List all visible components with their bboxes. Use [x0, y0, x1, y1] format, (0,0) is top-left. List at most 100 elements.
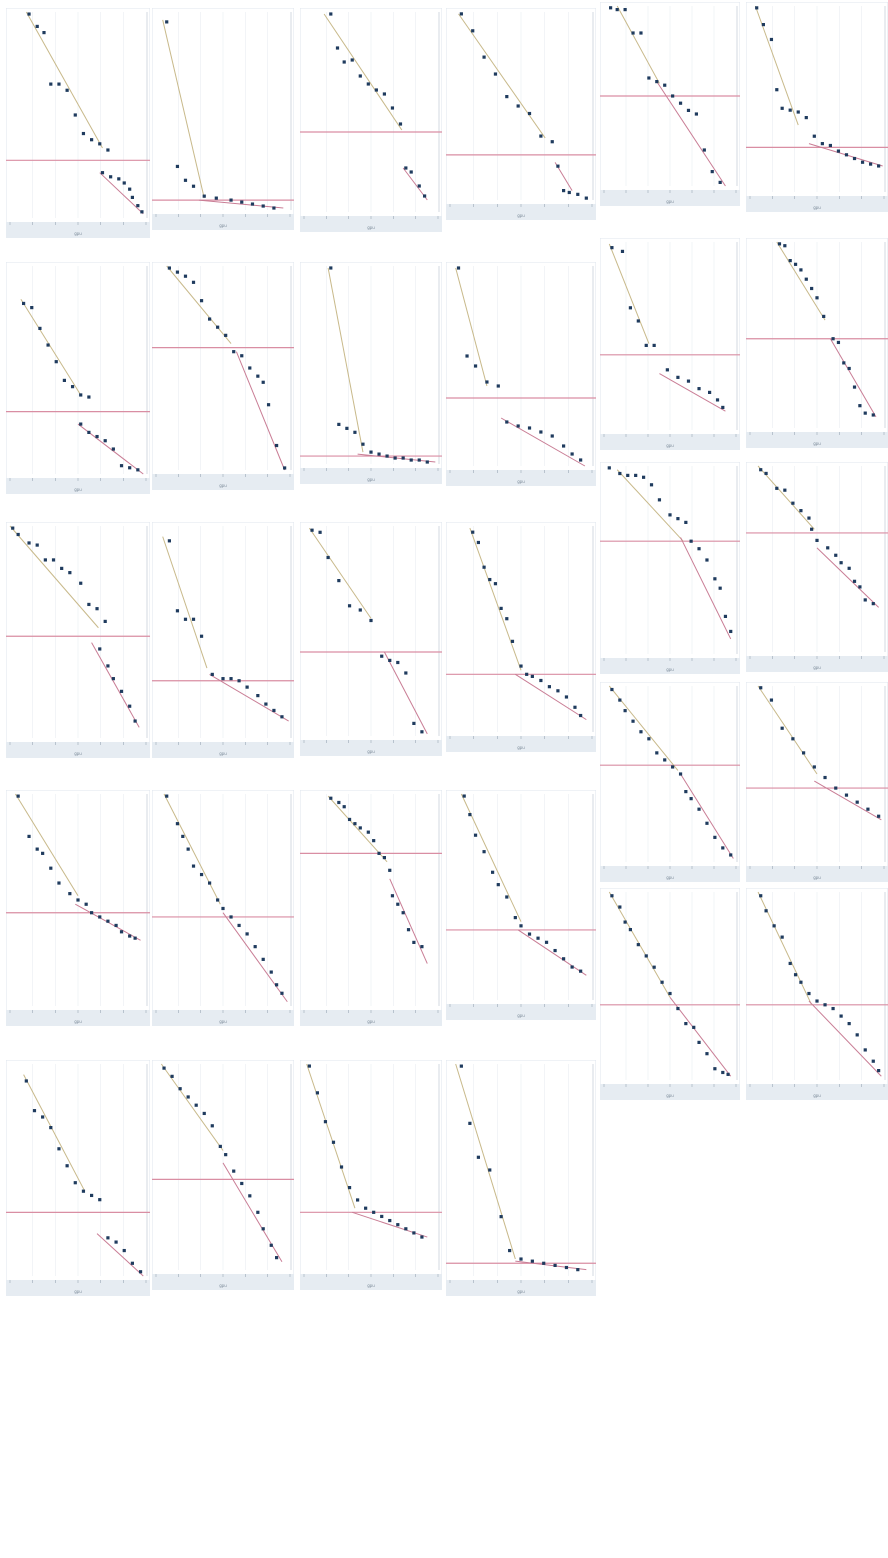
x-axis-title: gpu [813, 1093, 821, 1098]
data-point [165, 20, 169, 24]
data-point [852, 156, 857, 161]
data-point [51, 558, 56, 562]
fit-line [96, 1233, 144, 1277]
data-point [76, 898, 80, 902]
scatter-plot [300, 1060, 442, 1290]
data-point [22, 301, 26, 306]
data-point [620, 249, 625, 253]
data-point [396, 902, 400, 906]
data-point [417, 184, 421, 188]
data-point [221, 677, 225, 681]
data-point [550, 140, 554, 144]
data-point [178, 1087, 182, 1091]
data-point [610, 246, 614, 250]
data-point [815, 999, 819, 1003]
chart-panel: gpu [446, 790, 596, 1020]
scatter-plot [446, 522, 596, 752]
data-point [647, 76, 651, 80]
data-point [240, 354, 244, 358]
x-axis-band [300, 468, 442, 484]
chart-panel: gpu [300, 262, 442, 484]
scatter-plot [746, 238, 888, 448]
data-point [84, 902, 88, 906]
data-point [388, 658, 392, 662]
x-axis-title: gpu [367, 1019, 375, 1024]
data-point [553, 1263, 557, 1267]
data-point [689, 539, 693, 543]
fit-line [659, 373, 726, 412]
fit-line [816, 547, 879, 608]
data-point [759, 468, 763, 472]
fit-line [160, 1063, 224, 1151]
data-point [256, 374, 260, 378]
data-point [245, 685, 249, 689]
data-point [530, 1259, 534, 1263]
data-point [519, 924, 523, 928]
fit-line [198, 199, 284, 209]
data-point [562, 189, 566, 193]
x-axis-band [152, 474, 294, 490]
data-point [584, 196, 588, 200]
data-point [342, 60, 346, 64]
data-point [175, 609, 180, 613]
data-point [117, 177, 121, 181]
scatter-plot [6, 8, 150, 238]
x-axis-band [600, 434, 740, 450]
data-point [780, 106, 784, 110]
data-point [530, 674, 534, 678]
data-point [579, 458, 583, 462]
data-point [224, 333, 228, 337]
data-point [79, 581, 83, 585]
data-point [573, 705, 577, 709]
data-point [628, 928, 632, 932]
data-point [111, 447, 115, 451]
data-point [191, 617, 196, 621]
data-point [510, 639, 515, 643]
chart-panel: gpu [300, 1060, 442, 1290]
data-point [496, 883, 500, 887]
data-point [476, 540, 480, 545]
data-point [106, 919, 110, 923]
x-axis-band [152, 1274, 294, 1290]
chart-panel: gpu [746, 682, 888, 882]
fit-line [808, 1000, 882, 1077]
fit-line [517, 929, 587, 976]
data-point [764, 471, 768, 476]
chart-panel: gpu [746, 462, 888, 672]
data-point [647, 737, 651, 741]
data-point [562, 444, 566, 448]
x-axis-title: gpu [517, 745, 525, 750]
data-point [119, 930, 124, 934]
data-point [374, 88, 378, 92]
data-point [804, 116, 808, 120]
data-point [764, 909, 768, 913]
data-point [27, 541, 31, 545]
x-axis-title: gpu [367, 749, 375, 754]
data-point [248, 1194, 252, 1198]
data-point [860, 160, 865, 164]
data-point [839, 561, 843, 565]
data-point [128, 466, 132, 470]
data-point [634, 473, 638, 477]
data-point [618, 471, 622, 476]
fit-line [323, 13, 403, 131]
data-point [855, 800, 859, 804]
fit-line [680, 773, 734, 859]
data-point [208, 317, 212, 321]
data-point [136, 204, 140, 208]
data-point [858, 404, 862, 408]
fit-line [25, 11, 103, 149]
data-point [697, 807, 701, 811]
data-point [769, 37, 774, 42]
data-point [98, 915, 102, 919]
fit-line [327, 795, 388, 863]
x-axis-title: gpu [74, 487, 82, 492]
data-point [261, 380, 265, 384]
data-point [345, 426, 349, 430]
x-axis-title: gpu [666, 875, 674, 880]
x-axis-title: gpu [219, 1019, 227, 1024]
data-point [542, 1261, 546, 1265]
fit-line [15, 793, 79, 897]
scatter-plot [6, 790, 150, 1026]
x-axis-band [300, 216, 442, 232]
